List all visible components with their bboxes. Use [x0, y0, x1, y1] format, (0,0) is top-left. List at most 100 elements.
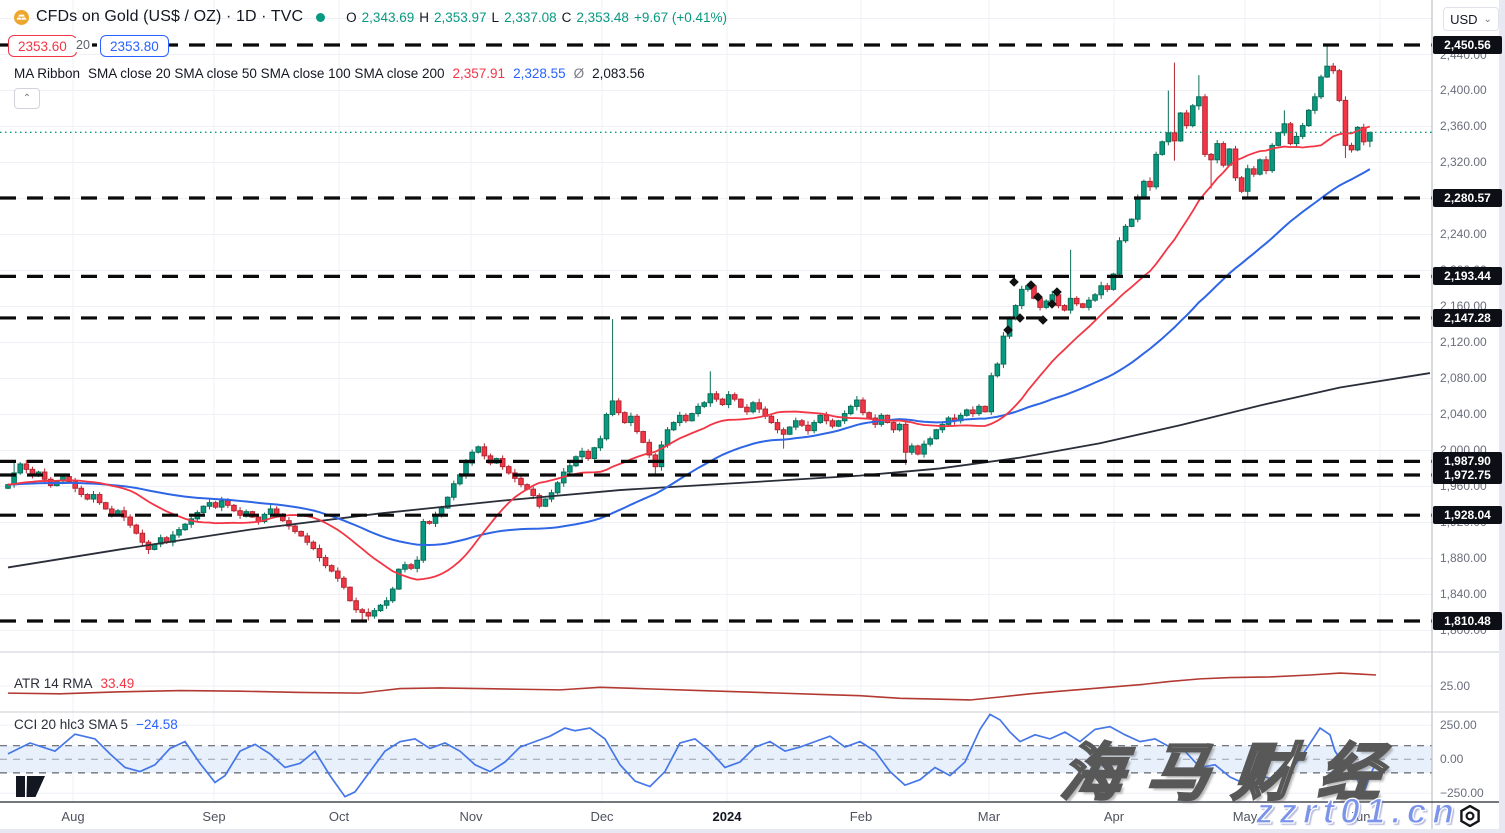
candle	[988, 375, 995, 413]
time-axis-label[interactable]: 2024	[712, 809, 742, 824]
atr-indicator-legend[interactable]: ATR 14 RMA 33.49	[14, 676, 134, 691]
candle	[890, 422, 897, 431]
candle	[622, 412, 628, 424]
candle	[530, 488, 537, 496]
price-level-badge: 1,987.90	[1433, 452, 1502, 471]
tradingview-logo[interactable]	[16, 776, 46, 799]
candle	[127, 516, 133, 526]
candle	[1177, 112, 1184, 142]
atr-label: ATR 14 RMA	[14, 676, 93, 691]
candle	[579, 450, 585, 458]
gear-icon[interactable]	[1459, 805, 1481, 827]
candle	[1147, 180, 1153, 188]
candle	[774, 422, 781, 431]
candle	[909, 445, 915, 453]
time-axis-label[interactable]: Aug	[61, 809, 85, 824]
candle	[731, 394, 738, 400]
candle	[1000, 335, 1007, 365]
candle	[1299, 125, 1306, 137]
time-axis-label[interactable]: Dec	[590, 809, 614, 824]
candle	[1141, 180, 1147, 199]
candle	[365, 611, 372, 617]
symbol-legend-row: CFDs on Gold (US$ / OZ) · 1D · TVC O 2,34…	[14, 6, 727, 28]
candle	[670, 422, 677, 431]
collapse-legend-button[interactable]: ⌃	[14, 88, 40, 109]
candle	[689, 413, 695, 422]
time-axis-label[interactable]: May	[1232, 809, 1258, 824]
currency-selector[interactable]: USD ⌄	[1443, 7, 1499, 31]
price-tick[interactable]: 2,080.00	[1440, 371, 1487, 386]
candle	[1226, 148, 1233, 166]
candle	[1104, 285, 1111, 290]
candle	[780, 429, 787, 435]
candle	[823, 414, 830, 422]
price-tick[interactable]: 1,880.00	[1440, 551, 1487, 566]
candle	[109, 508, 115, 515]
candle	[860, 399, 866, 414]
ma-ribbon-legend[interactable]: MA Ribbon SMA close 20 SMA close 50 SMA …	[14, 66, 645, 81]
candle	[756, 402, 762, 410]
candle	[1134, 197, 1141, 220]
candle	[267, 508, 274, 515]
time-axis-label[interactable]: Feb	[849, 809, 873, 824]
market-status-dot[interactable]	[316, 12, 326, 22]
candle	[383, 600, 390, 606]
sell-bid-button[interactable]: 2353.60	[8, 35, 77, 57]
candle	[347, 586, 353, 602]
candle	[310, 541, 317, 550]
candle	[970, 409, 976, 415]
candle	[628, 415, 634, 424]
candle	[683, 414, 689, 422]
candle	[377, 604, 384, 612]
candle	[402, 564, 408, 570]
candle	[847, 405, 854, 415]
price-tick[interactable]: 2,360.00	[1440, 119, 1487, 134]
atr-value: 33.49	[100, 676, 135, 691]
candle	[884, 414, 891, 424]
buy-ask-button[interactable]: 2353.80	[100, 35, 169, 57]
cci-label: CCI 20 hlc3 SMA 5	[14, 717, 129, 732]
cci-indicator-legend[interactable]: CCI 20 hlc3 SMA 5 −24.58	[14, 717, 178, 732]
candle	[414, 559, 420, 569]
time-axis-label[interactable]: Jun	[1349, 809, 1371, 824]
atr-tick[interactable]: 25.00	[1440, 679, 1471, 693]
candle	[591, 447, 598, 460]
candle	[1214, 143, 1220, 161]
candle	[1220, 143, 1227, 166]
cci-tick[interactable]: −250.00	[1440, 786, 1484, 801]
candle	[1312, 96, 1318, 111]
time-axis-label[interactable]: Mar	[977, 809, 1001, 824]
candle	[334, 570, 341, 579]
candle	[658, 444, 665, 468]
candle	[902, 423, 909, 453]
cci-tick[interactable]: 250.00	[1440, 718, 1477, 733]
candle	[976, 405, 982, 415]
time-axis-label[interactable]: Nov	[459, 809, 483, 824]
price-tick[interactable]: 2,040.00	[1440, 407, 1487, 422]
candle	[1330, 65, 1337, 72]
candle	[640, 431, 646, 443]
time-axis-label[interactable]: Apr	[1103, 809, 1125, 824]
candle	[695, 405, 701, 415]
time-axis-label[interactable]: Sep	[202, 809, 226, 824]
candle	[237, 510, 243, 516]
candle	[713, 393, 720, 400]
currency-value: USD	[1450, 11, 1478, 27]
candle	[921, 443, 927, 455]
price-tick[interactable]: 2,240.00	[1440, 227, 1487, 242]
cci-tick[interactable]: 0.00	[1440, 752, 1464, 767]
candle	[786, 426, 793, 435]
time-axis-label[interactable]: Oct	[328, 809, 350, 824]
candle	[1067, 297, 1074, 311]
price-tick[interactable]: 2,400.00	[1440, 83, 1487, 98]
candle	[634, 415, 640, 433]
right-edge-strip	[1499, 0, 1505, 833]
price-tick[interactable]: 2,120.00	[1440, 335, 1487, 350]
candle	[1293, 135, 1300, 145]
symbol-title[interactable]: CFDs on Gold (US$ / OZ) · 1D · TVC	[36, 8, 304, 25]
price-tick[interactable]: 1,840.00	[1440, 587, 1487, 602]
price-tick[interactable]: 2,320.00	[1440, 155, 1487, 170]
time-axis-background	[0, 803, 1505, 831]
candle	[750, 402, 756, 413]
